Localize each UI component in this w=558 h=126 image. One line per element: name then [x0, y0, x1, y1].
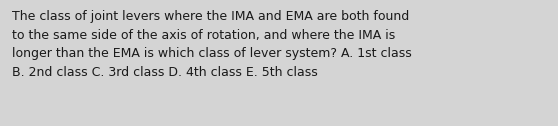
Text: The class of joint levers where the IMA and EMA are both found
to the same side : The class of joint levers where the IMA …: [12, 10, 412, 78]
